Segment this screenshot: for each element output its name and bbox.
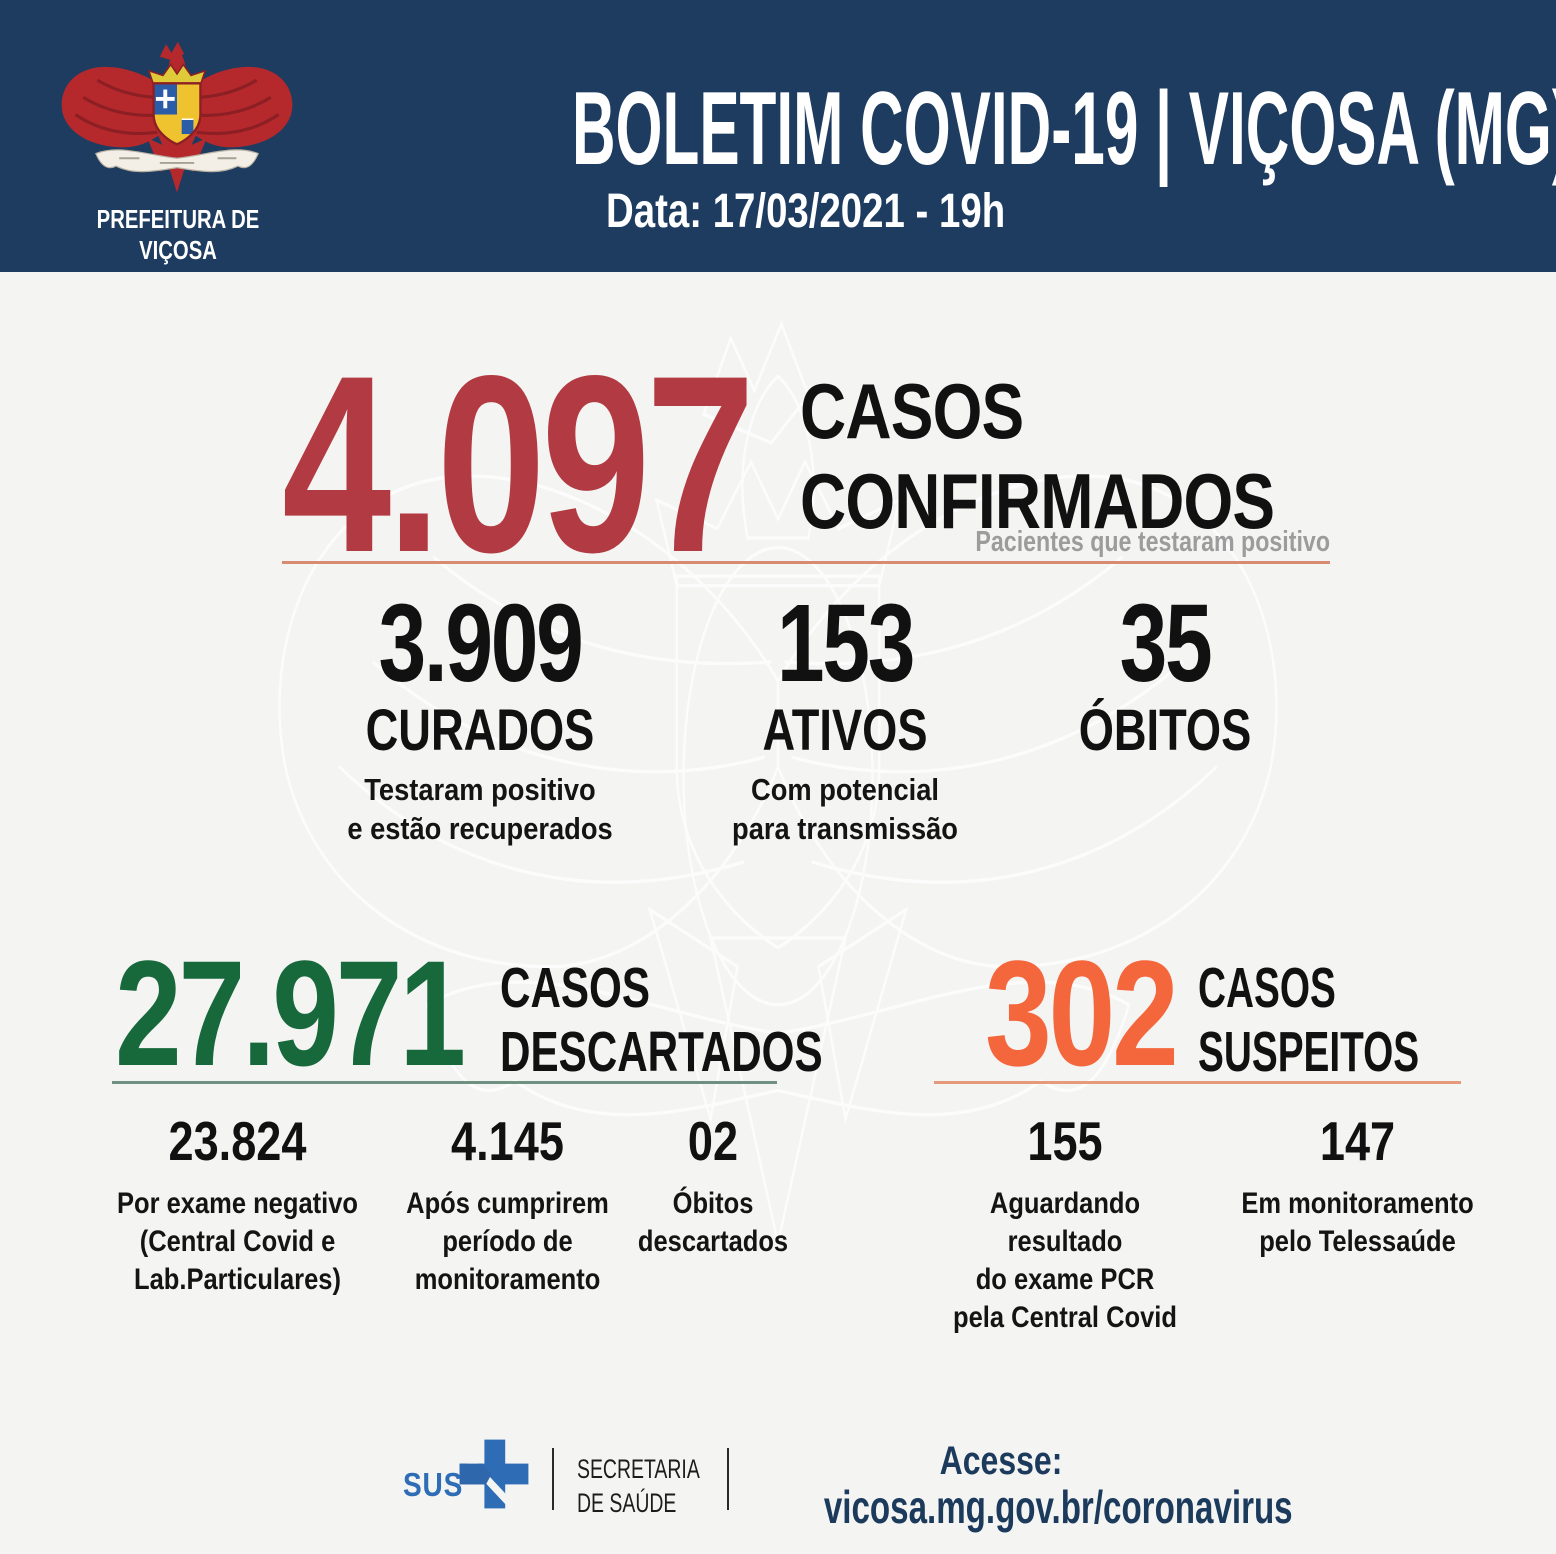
active-desc: Com potencial para transmissão — [732, 772, 958, 846]
stat-telehealth: 147 Em monitoramento pelo Telessaúde — [1215, 1110, 1500, 1261]
telehealth-value: 147 — [1319, 1110, 1396, 1172]
deaths-label: ÓBITOS — [1078, 698, 1252, 763]
access-url: vicosa.mg.gov.br/coronavirus — [823, 1481, 1293, 1533]
watermark-coat-of-arms-icon — [278, 320, 1278, 1249]
cured-value: 3.909 — [378, 582, 583, 705]
awaiting-pcr-value: 155 — [1027, 1110, 1103, 1172]
awaiting-pcr-desc: Aguardando resultado do exame PCR pela C… — [953, 1187, 1177, 1334]
stat-awaiting-pcr: 155 Aguardando resultado do exame PCR pe… — [915, 1110, 1215, 1337]
confirmed-note: Pacientes que testaram positivo — [975, 526, 1330, 558]
org-name: PREFEITURA DE VIÇOSA — [96, 204, 260, 265]
confirmed-divider — [282, 561, 1330, 564]
cured-desc: Testaram positivo e estão recuperados — [347, 772, 613, 846]
monitoring-done-desc: Após cumprirem período de monitoramento — [406, 1187, 609, 1296]
suspected-total: 302 — [985, 929, 1179, 1097]
suspected-label: CASOS SUSPEITOS — [1198, 956, 1420, 1084]
active-label: ATIVOS — [762, 698, 928, 763]
sus-cross-icon — [459, 1439, 529, 1509]
confirmed-total: 4.097 — [282, 324, 755, 605]
confirmed-label: CASOS CONFIRMADOS — [800, 367, 1275, 545]
cured-label: CURADOS — [365, 698, 595, 763]
secretaria-label: SECRETARIA DE SAÚDE — [577, 1454, 700, 1518]
deaths-discarded-value: 02 — [687, 1110, 739, 1172]
bulletin-title: BOLETIM COVID-19 | VIÇOSA (MG) — [572, 71, 1556, 187]
footer-divider-2 — [727, 1448, 729, 1510]
bulletin-date: Data: 17/03/2021 - 19h — [606, 185, 1006, 238]
access-label: Acesse: — [939, 1439, 1063, 1483]
monitoring-done-value: 4.145 — [451, 1110, 564, 1172]
suspected-divider — [934, 1081, 1461, 1084]
access-block: Acesse: vicosa.mg.gov.br/coronavirus — [755, 1439, 1293, 1533]
discarded-label: CASOS DESCARTADOS — [500, 956, 823, 1084]
negative-exam-desc: Por exame negativo (Central Covid e Lab.… — [117, 1187, 358, 1296]
stat-deaths-discarded: 02 Óbitos descartados — [598, 1110, 828, 1261]
stat-active: 153 ATIVOS Com potencial para transmissã… — [680, 582, 1010, 848]
sus-logo-text: SUS — [403, 1466, 464, 1503]
stat-negative-exam: 23.824 Por exame negativo (Central Covid… — [95, 1110, 380, 1299]
deaths-value: 35 — [1119, 582, 1213, 705]
stat-monitoring-done: 4.145 Após cumprirem período de monitora… — [365, 1110, 650, 1299]
coat-of-arms-icon — [61, 41, 293, 193]
telehealth-desc: Em monitoramento pelo Telessaúde — [1241, 1187, 1474, 1258]
header-banner: PREFEITURA DE VIÇOSA BOLETIM COVID-19 | … — [0, 0, 1556, 272]
negative-exam-value: 23.824 — [168, 1110, 307, 1172]
active-value: 153 — [776, 582, 915, 705]
stat-deaths: 35 ÓBITOS — [1010, 582, 1320, 770]
discarded-total: 27.971 — [115, 929, 466, 1097]
deaths-discarded-desc: Óbitos descartados — [637, 1187, 789, 1258]
discarded-divider — [112, 1081, 777, 1084]
stat-cured: 3.909 CURADOS Testaram positivo e estão … — [300, 582, 660, 848]
footer-divider-1 — [552, 1448, 554, 1510]
